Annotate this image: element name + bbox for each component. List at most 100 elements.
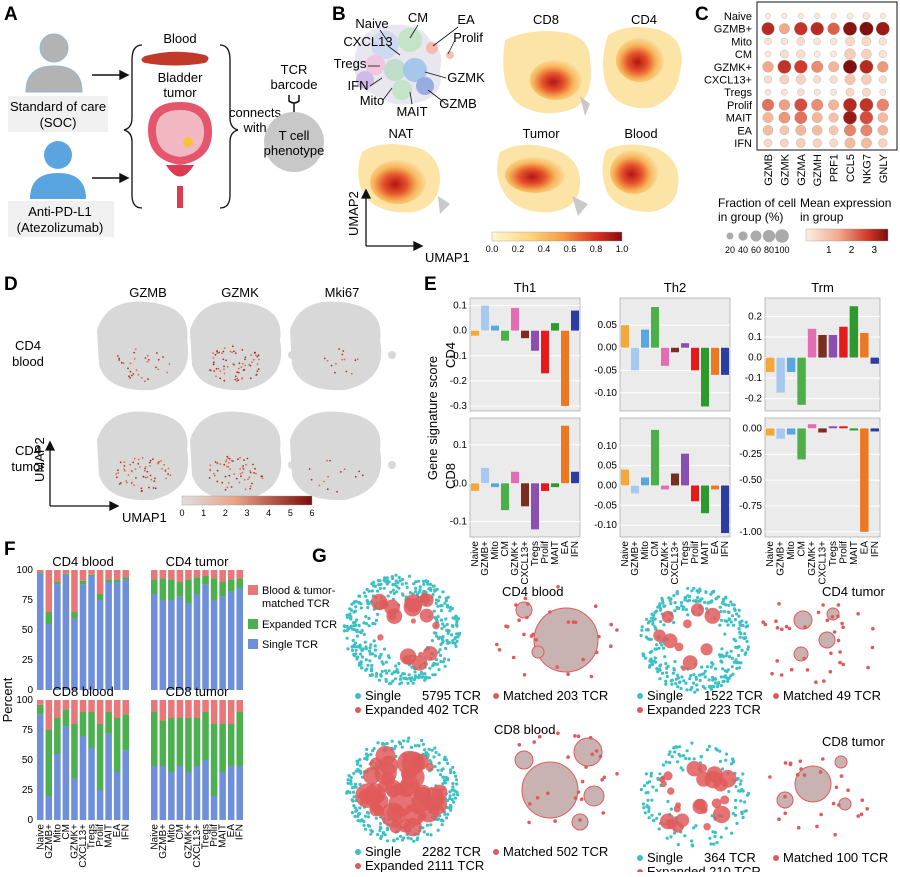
network-node-expanded	[667, 787, 675, 795]
network-node-single	[428, 666, 432, 670]
network-node-single	[690, 839, 694, 843]
e-bar-prolif	[541, 483, 549, 491]
f-bar-segment	[151, 766, 158, 820]
network-node-matched-small	[588, 735, 593, 740]
e-bar-gzmb+	[631, 347, 639, 371]
network-node-single	[735, 821, 739, 826]
network-node-single	[734, 612, 739, 616]
network-node-single	[452, 793, 456, 797]
network-node-single	[423, 672, 427, 676]
network-node-single	[395, 837, 399, 841]
dotplot-dot	[845, 36, 855, 47]
dotplot-dot	[810, 22, 824, 36]
network-node-single	[351, 638, 355, 643]
network-node-single	[733, 813, 738, 817]
network-node-single	[448, 790, 452, 794]
network-node-single	[713, 834, 717, 839]
e-bar-cm	[797, 357, 806, 405]
f-bar-segment	[71, 778, 78, 820]
network-node-single	[645, 804, 649, 809]
network-node-single	[349, 624, 354, 628]
f-category-label: Naive	[149, 824, 160, 850]
network-node-single	[700, 672, 704, 676]
network-node-matched-small	[838, 650, 842, 654]
network-node-single	[654, 788, 659, 792]
network-node-single	[379, 673, 383, 677]
network-node-single	[718, 623, 722, 627]
network-node-single	[362, 823, 366, 828]
network-node-matched	[571, 813, 589, 831]
network-node-expanded	[703, 823, 711, 831]
network-node-single	[350, 648, 355, 653]
network-node-single	[408, 591, 412, 595]
network-node-single	[354, 623, 358, 627]
network-node-matched-small	[589, 674, 594, 679]
f-bar-segment	[37, 714, 44, 820]
dotplot-dot	[781, 13, 788, 19]
network-node-single	[354, 809, 358, 814]
e-ytick-label: 0.1	[748, 332, 762, 343]
network-node-single	[421, 675, 425, 679]
network-node-single	[713, 681, 718, 685]
e-bar-cm	[651, 307, 659, 348]
dotplot-dot	[843, 110, 857, 125]
network-node-single	[710, 675, 715, 680]
network-node-single	[655, 643, 659, 647]
network-node-single	[684, 681, 688, 685]
network-node-matched-small	[770, 671, 774, 676]
network-node-matched-small	[573, 734, 577, 738]
e-ytick-label: -0.05	[594, 500, 617, 511]
cluster-label-ifn: IFN	[348, 78, 369, 93]
network-node-matched-small	[803, 625, 807, 629]
feature-umap	[190, 301, 296, 391]
g-legend-single-dot	[637, 855, 643, 861]
network-node-single	[662, 646, 666, 650]
dotplot-dot	[763, 138, 773, 148]
network-node-expanded	[384, 599, 400, 616]
network-node-matched-small	[593, 604, 598, 608]
dotplot-dot	[846, 12, 854, 20]
arrows-to-samples	[92, 69, 130, 184]
network-node-single	[741, 815, 745, 820]
f-bar-segment	[219, 772, 226, 820]
network-node-expanded	[416, 762, 424, 770]
f-bar-segment	[96, 700, 104, 724]
network-node-single	[345, 791, 349, 795]
network-node-single	[418, 585, 422, 589]
f-bar-segment	[159, 700, 167, 721]
dotplot-dot	[781, 88, 788, 96]
network-node-single	[362, 621, 366, 625]
network-node-single	[656, 777, 660, 782]
network-node-single	[703, 675, 707, 679]
network-node-expanded	[720, 795, 730, 805]
f-chart-title: CD8 blood	[52, 684, 113, 699]
network-node-single	[445, 628, 449, 633]
f-category-label: CM	[175, 824, 186, 840]
network-node-matched-small	[600, 778, 604, 782]
f-category-label: GZMK+	[69, 824, 80, 859]
network-node-single	[682, 605, 686, 609]
network-node-single	[437, 753, 441, 757]
f-bar-segment	[159, 570, 167, 579]
network-node-expanded	[396, 785, 407, 796]
g-legend-matched-dot	[493, 849, 499, 855]
network-node-matched-small	[548, 610, 552, 614]
dotplot-row-label: EA	[737, 125, 752, 137]
network-node-single	[424, 675, 428, 679]
network-node-matched-small	[514, 603, 518, 607]
f-bar-segment	[105, 570, 112, 580]
network-node-single	[674, 677, 679, 681]
dotplot-row-label: CM	[735, 49, 752, 61]
network-node-matched-small	[788, 761, 793, 766]
network-node-single	[709, 842, 713, 846]
network-node-single	[658, 664, 662, 668]
f-category-label: CXCL13+	[78, 824, 89, 868]
network-node-expanded	[666, 818, 677, 830]
network-node-single	[650, 813, 654, 817]
dotplot-dot	[861, 48, 872, 60]
network-node-single	[417, 676, 421, 680]
network-node-single	[643, 811, 647, 815]
f-bar-segment	[122, 577, 129, 580]
network-node-single	[368, 659, 372, 663]
dotplot-dot	[780, 37, 789, 46]
